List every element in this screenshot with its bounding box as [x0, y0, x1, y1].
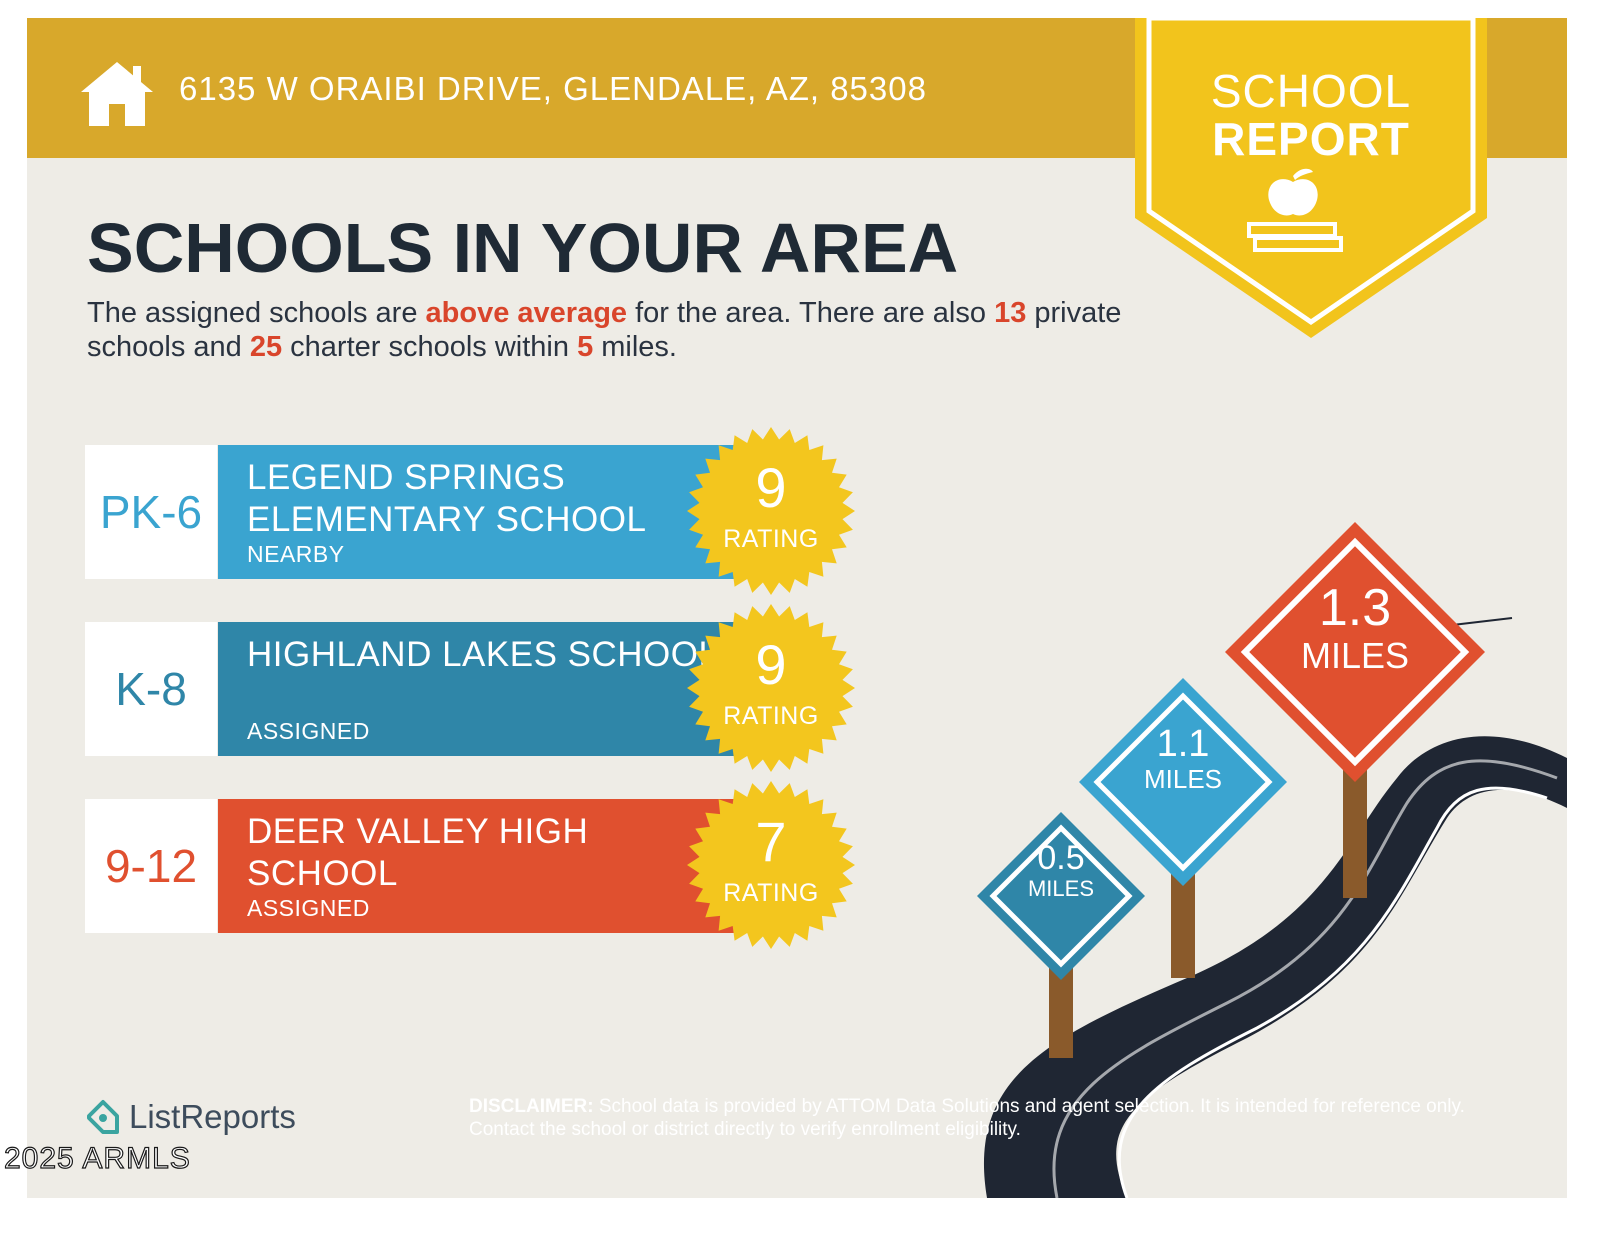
- road-illustration: [977, 522, 1567, 1198]
- school-status-tag: NEARBY: [247, 541, 345, 567]
- mls-watermark: 2025 ARMLS: [3, 1141, 191, 1175]
- distance-sign-1-3: [1225, 522, 1485, 782]
- distance-sign-1-1: [1079, 678, 1287, 886]
- charter-count: 25: [249, 331, 283, 363]
- house-icon: [81, 62, 153, 126]
- distance-sign-0-5: [977, 812, 1145, 980]
- rating-seal-icon: [687, 604, 855, 772]
- property-address: 6135 W ORAIBI DRIVE, GLENDALE, AZ, 85308: [179, 70, 927, 107]
- rating-seal-icon: [687, 781, 855, 949]
- listreports-logo-icon: [87, 1100, 119, 1134]
- private-count: 13: [994, 297, 1027, 329]
- rating-label: RATING: [723, 525, 819, 553]
- rating-label: RATING: [723, 702, 819, 730]
- grade-range: 9-12: [85, 799, 217, 933]
- school-status-tag: ASSIGNED: [247, 718, 370, 744]
- school-name-band: [218, 622, 738, 756]
- radius-miles: 5: [577, 331, 594, 363]
- sign-distance-value: 1.1: [1156, 723, 1210, 765]
- badge-title-line1: SCHOOL: [1210, 65, 1412, 117]
- disclaimer-text: School data is provided by ATTOM Data So…: [469, 1096, 1465, 1140]
- sign-1-1-label: 1.1 MILES: [1108, 724, 1258, 794]
- sign-0-5-label: 0.5 MILES: [1011, 840, 1111, 902]
- badge-title-line2: REPORT: [1212, 113, 1410, 165]
- rating-seal-icon: [687, 427, 855, 595]
- sign-distance-value: 0.5: [1037, 839, 1085, 877]
- rating-value: 7: [755, 810, 787, 873]
- school-row-legend-springs[interactable]: PK-6 LEGEND SPRINGS ELEMENTARY SCHOOL NE…: [85, 427, 865, 595]
- school-row-deer-valley[interactable]: 9-12 DEER VALLEY HIGH SCHOOL ASSIGNED 7 …: [85, 781, 865, 949]
- intro-paragraph: The assigned schools are above average f…: [87, 297, 1122, 363]
- sign-1-3-label: 1.3 MILES: [1255, 580, 1455, 676]
- sign-distance-value: 1.3: [1318, 579, 1392, 637]
- school-name: HIGHLAND LAKES SCHOOL: [247, 635, 719, 674]
- disclaimer: DISCLAIMER: School data is provided by A…: [469, 1095, 1469, 1141]
- school-name-band: [218, 799, 738, 933]
- school-name: DEER VALLEY HIGH SCHOOL: [247, 812, 589, 893]
- school-status-tag: ASSIGNED: [247, 895, 370, 921]
- rating-value: 9: [755, 456, 787, 519]
- school-name: LEGEND SPRINGS ELEMENTARY SCHOOL: [247, 458, 647, 539]
- apple-books-icon: [1247, 168, 1343, 252]
- school-row-highland-lakes[interactable]: K-8 HIGHLAND LAKES SCHOOL ASSIGNED 9 RAT…: [85, 604, 865, 772]
- rating-label: RATING: [723, 879, 819, 907]
- sign-distance-unit: MILES: [1300, 635, 1410, 676]
- above-average-highlight: above average: [425, 297, 628, 329]
- page-title: SCHOOLS IN YOUR AREA: [87, 209, 959, 287]
- sign-distance-unit: MILES: [1143, 764, 1223, 794]
- grade-range: PK-6: [85, 445, 217, 579]
- school-name-band: [218, 445, 738, 579]
- grade-range: K-8: [85, 622, 217, 756]
- school-report-badge: [1135, 18, 1487, 338]
- disclaimer-label: DISCLAIMER:: [469, 1096, 594, 1117]
- sign-distance-unit: MILES: [1027, 876, 1095, 901]
- school-report-sheet: 6135 W ORAIBI DRIVE, GLENDALE, AZ, 85308…: [27, 18, 1567, 1198]
- listreports-logo-text: ListReports: [129, 1098, 296, 1135]
- rating-value: 9: [755, 633, 787, 696]
